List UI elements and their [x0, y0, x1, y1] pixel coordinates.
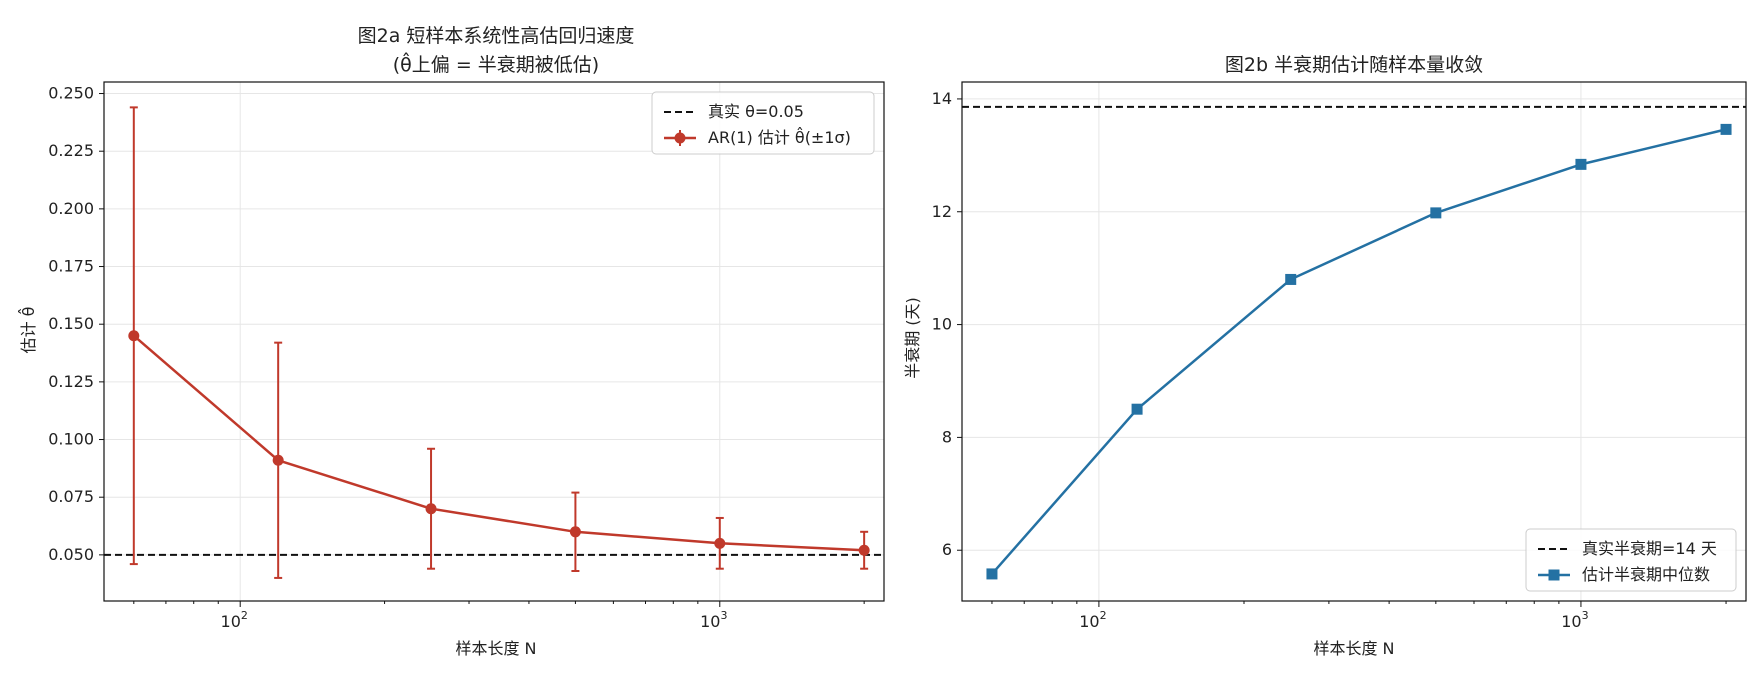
- panel-b-title: 图2b 半衰期估计随样本量收敛: [1225, 54, 1483, 76]
- panel-a-grid: [104, 82, 884, 601]
- x-tick-exponent: 2: [1100, 609, 1107, 622]
- panel-b-frame: [961, 81, 1747, 602]
- data-point: [858, 544, 870, 556]
- panel-a-series: [128, 106, 870, 579]
- panel-a-legend: 真实 θ=0.05 AR(1) 估计 θ̂(±1σ): [651, 91, 875, 155]
- data-point: [1430, 207, 1442, 219]
- y-tick-label: 0.075: [48, 487, 94, 506]
- legend-series-label: AR(1) 估计 θ̂(±1σ): [708, 127, 851, 147]
- y-tick-label: 0.250: [48, 84, 94, 103]
- panel-b-ylabel: 半衰期 (天): [903, 297, 922, 379]
- x-tick-base: 10: [700, 612, 720, 631]
- x-tick-exponent: 2: [241, 609, 248, 622]
- panel-a-axes: 0.050 0.075 0.100 0.125 0.150 0.175 0.200 0.225…: [48, 81, 885, 631]
- y-tick-label: 8: [942, 427, 952, 446]
- legend-marker: [1548, 569, 1560, 581]
- series-line: [991, 128, 1727, 575]
- series-line: [132, 334, 865, 552]
- x-tick-label: 102: [221, 609, 248, 631]
- y-tick-label: 0.050: [48, 545, 94, 564]
- data-point: [714, 537, 726, 549]
- x-tick-label: 103: [1561, 609, 1588, 631]
- y-tick-label: 0.100: [48, 430, 94, 449]
- x-tick-exponent: 3: [720, 609, 727, 622]
- data-point: [569, 526, 581, 538]
- y-tick-label: 0.150: [48, 314, 94, 333]
- data-point: [1575, 158, 1587, 170]
- y-tick-label: 0.125: [48, 372, 94, 391]
- x-tick-base: 10: [1561, 612, 1581, 631]
- legend-box: [1525, 528, 1737, 592]
- data-point: [1720, 123, 1732, 135]
- y-tick-label: 10: [932, 315, 952, 334]
- panel-a-ylabel: 估计 θ̂: [18, 307, 38, 354]
- data-point: [128, 330, 140, 342]
- panel-a: 图2a 短样本系统性高估回归速度 (θ̂上偏 = 半衰期被低估) 样本长度 N …: [18, 25, 885, 658]
- data-point: [272, 454, 284, 466]
- data-point: [425, 503, 437, 515]
- legend-marker: [674, 132, 686, 144]
- x-tick-base: 10: [221, 612, 241, 631]
- panel-a-title: 图2a 短样本系统性高估回归速度: [358, 25, 635, 47]
- y-tick-label: 12: [932, 202, 952, 221]
- data-point: [986, 568, 998, 580]
- x-tick-exponent: 3: [1582, 609, 1589, 622]
- panel-b: 图2b 半衰期估计随样本量收敛 样本长度 N 半衰期 (天) 6 8 10 12 14 1…: [903, 54, 1747, 658]
- panel-a-xlabel: 样本长度 N: [455, 639, 536, 658]
- panel-a-subtitle: (θ̂上偏 = 半衰期被低估): [393, 52, 599, 76]
- y-tick-label: 0.200: [48, 199, 94, 218]
- legend-series-label: 估计半衰期中位数: [1582, 565, 1710, 584]
- x-tick-base: 10: [1079, 612, 1099, 631]
- y-tick-label: 0.175: [48, 257, 94, 276]
- x-tick-label: 103: [700, 609, 727, 631]
- panel-a-frame: [103, 81, 885, 602]
- legend-reference-label: 真实 θ=0.05: [708, 102, 804, 121]
- y-tick-label: 14: [932, 89, 952, 108]
- panel-b-xlabel: 样本长度 N: [1313, 639, 1394, 658]
- panel-b-series: [986, 123, 1732, 580]
- legend-reference-label: 真实半衰期=14 天: [1582, 539, 1717, 558]
- y-tick-label: 0.225: [48, 141, 94, 160]
- x-tick-label: 102: [1079, 609, 1106, 631]
- panel-b-grid: [962, 82, 1746, 601]
- y-tick-label: 6: [942, 540, 952, 559]
- data-point: [1285, 273, 1297, 285]
- data-point: [1131, 403, 1143, 415]
- legend-box: [651, 91, 875, 155]
